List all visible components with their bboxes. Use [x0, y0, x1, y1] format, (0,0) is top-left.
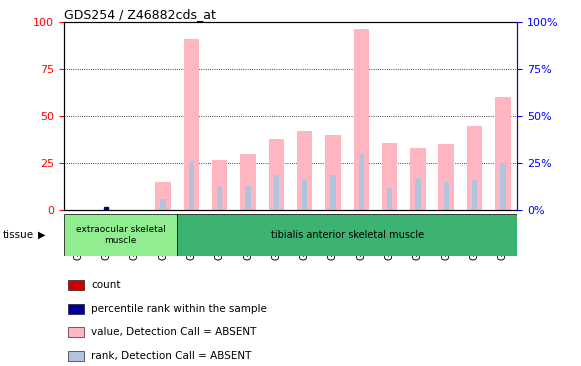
Bar — [467, 126, 482, 210]
Text: extraocular skeletal
muscle: extraocular skeletal muscle — [76, 225, 166, 245]
Bar — [302, 180, 307, 210]
Bar — [472, 180, 478, 210]
Bar — [184, 39, 199, 210]
Bar — [387, 188, 392, 210]
Text: tibialis anterior skeletal muscle: tibialis anterior skeletal muscle — [271, 230, 424, 240]
Bar — [212, 160, 228, 210]
Text: percentile rank within the sample: percentile rank within the sample — [91, 304, 267, 314]
Bar — [358, 154, 364, 210]
Bar — [443, 182, 449, 210]
Bar — [177, 214, 517, 256]
Bar — [353, 30, 369, 210]
Text: ▶: ▶ — [38, 230, 45, 240]
Bar — [245, 186, 251, 210]
Bar — [410, 148, 426, 210]
Bar — [439, 145, 454, 210]
Text: count: count — [91, 280, 121, 290]
Bar — [268, 139, 284, 210]
Bar — [69, 280, 84, 290]
Bar — [69, 304, 84, 314]
Bar — [274, 175, 279, 210]
Text: value, Detection Call = ABSENT: value, Detection Call = ABSENT — [91, 328, 256, 337]
Bar — [160, 199, 166, 210]
Bar — [240, 154, 256, 210]
Bar — [69, 351, 84, 361]
Bar — [297, 131, 313, 210]
Bar — [382, 143, 397, 210]
Bar — [217, 186, 223, 210]
Bar — [189, 161, 194, 210]
Text: tissue: tissue — [3, 230, 34, 240]
Text: rank, Detection Call = ABSENT: rank, Detection Call = ABSENT — [91, 351, 252, 361]
Bar — [500, 163, 505, 210]
Bar — [325, 135, 341, 210]
Bar — [330, 175, 336, 210]
Bar — [155, 182, 171, 210]
Bar — [495, 97, 511, 210]
Bar — [415, 178, 421, 210]
Text: GDS254 / Z46882cds_at: GDS254 / Z46882cds_at — [64, 8, 216, 21]
Bar — [64, 214, 177, 256]
Bar — [69, 328, 84, 337]
